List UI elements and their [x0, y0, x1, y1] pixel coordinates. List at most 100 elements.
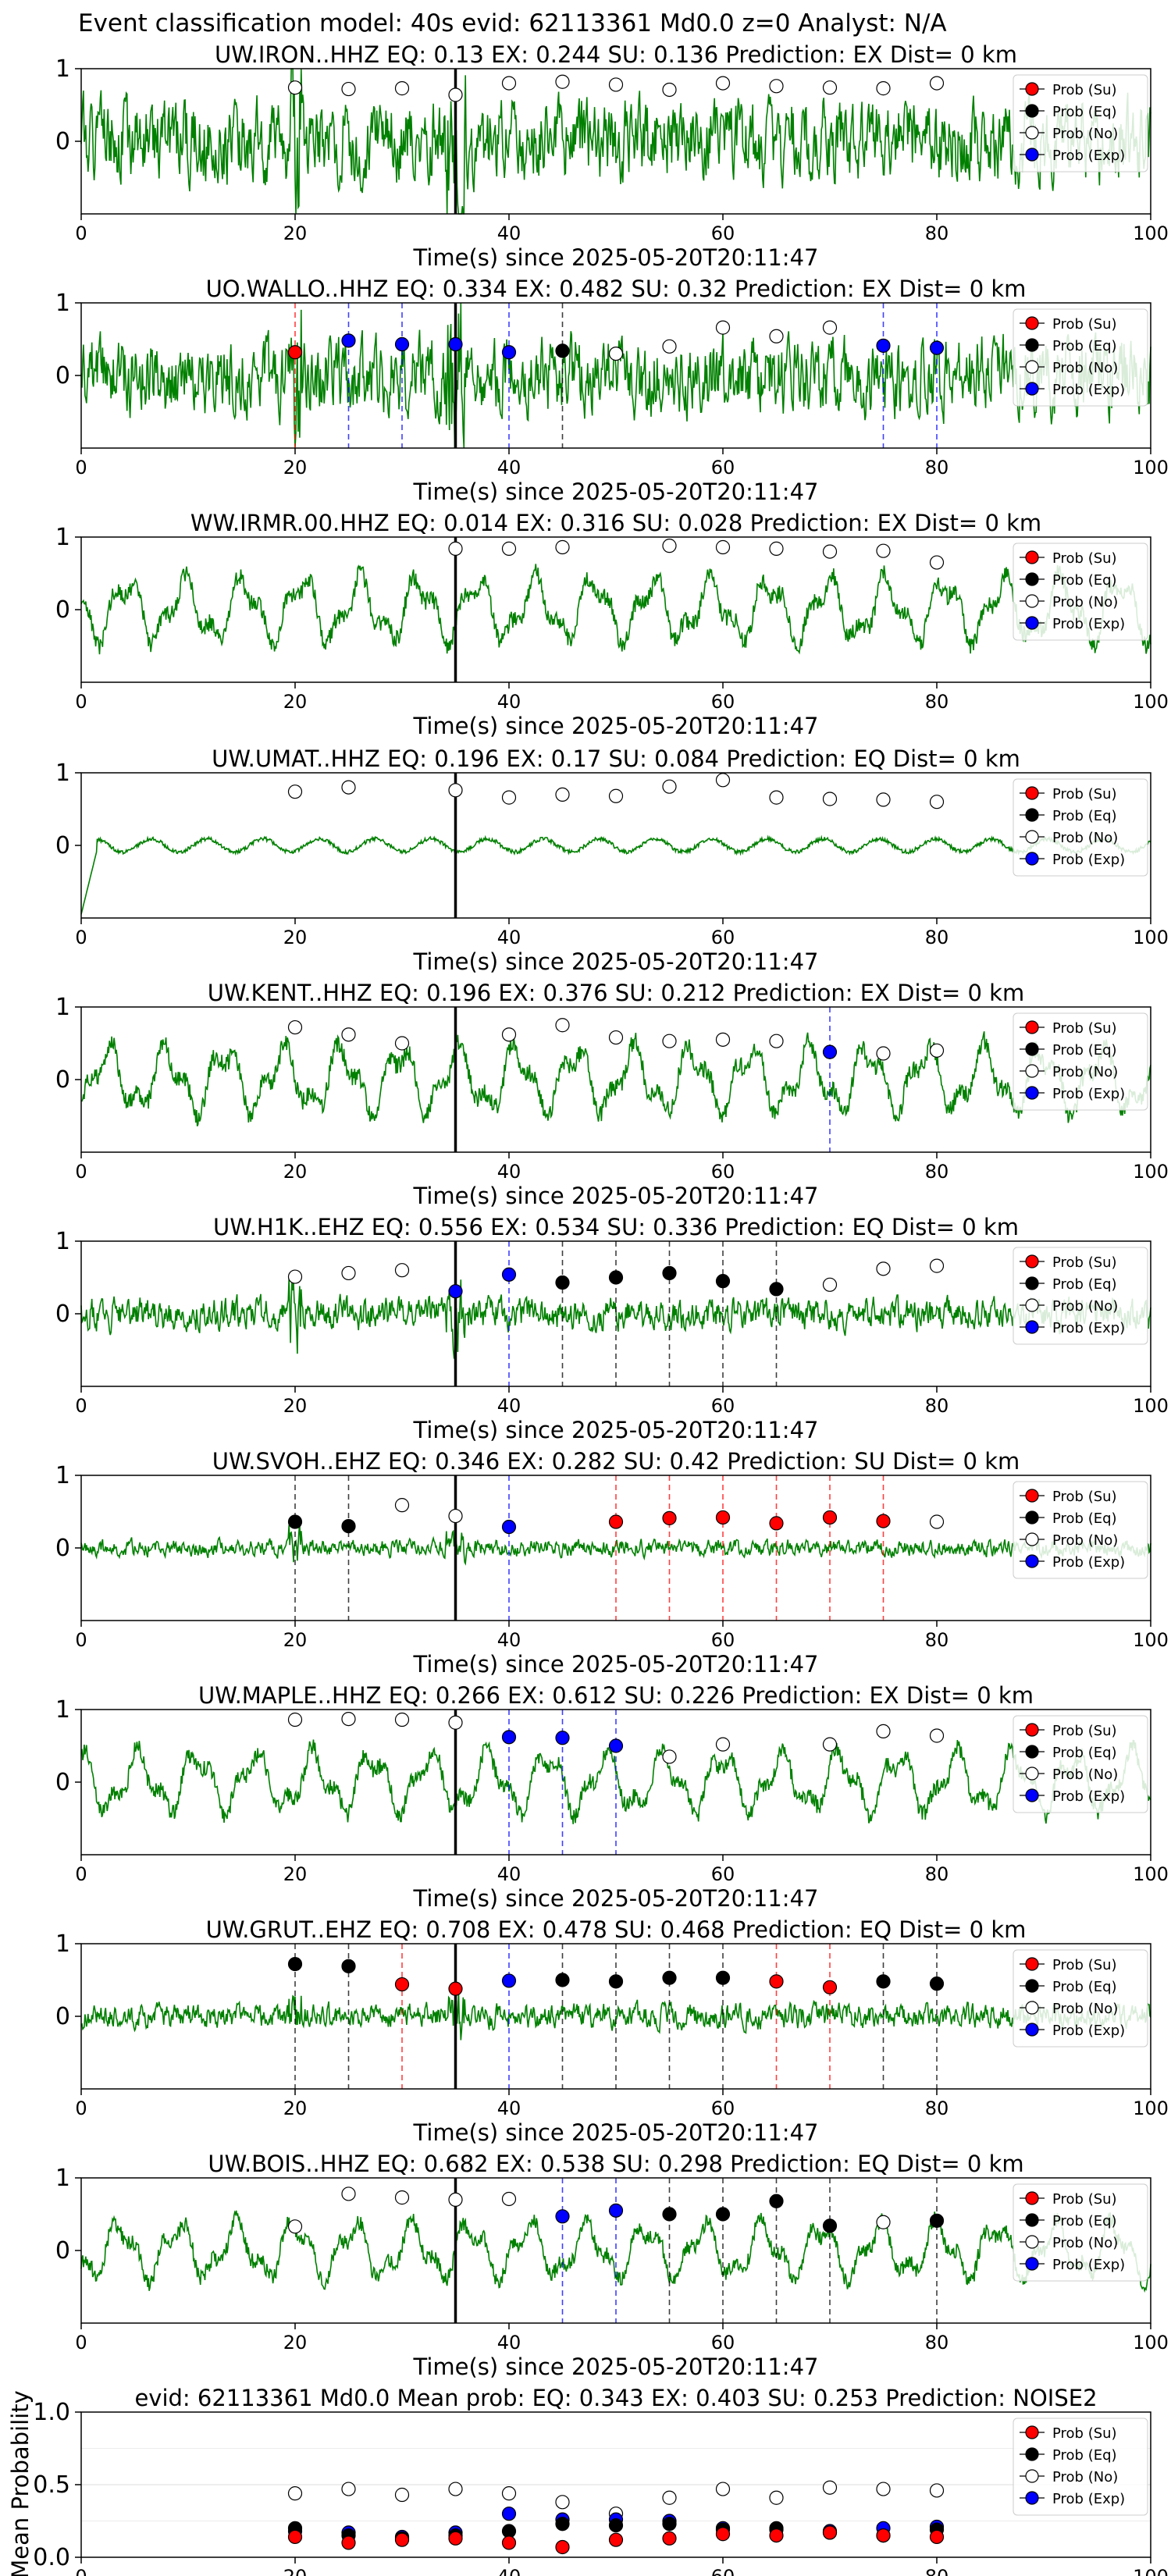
prob-point: [287, 785, 303, 799]
legend-marker: [1025, 852, 1039, 866]
prob-point: [287, 1712, 303, 1727]
waveform-trace: [80, 1991, 1151, 2041]
legend-label: Prob (Eq): [1052, 1510, 1117, 1527]
x-axis-label: Time(s) since 2025-05-20T20:11:47: [413, 1417, 819, 1443]
prob-point: [555, 2209, 570, 2224]
x-tick-label: 0: [75, 2332, 87, 2354]
legend-box: [1013, 1949, 1148, 2048]
legend-marker: [1025, 1254, 1039, 1268]
legend-label: Prob (Exp): [1052, 1086, 1125, 1102]
prob-point: [662, 539, 677, 553]
y-tick-label: 0.0: [33, 2544, 70, 2571]
prob-point: [929, 1258, 945, 1273]
legend-label: Prob (Eq): [1052, 338, 1117, 354]
prob-point: [555, 2495, 570, 2510]
prob-point: [287, 1019, 303, 1035]
prob-point: [501, 1267, 517, 1282]
x-tick-label: 40: [497, 1863, 521, 1885]
prob-point: [555, 1973, 570, 1987]
x-tick-label: 60: [711, 927, 735, 948]
prob-point: [822, 1980, 838, 1994]
prob-point: [501, 1730, 517, 1745]
prob-point: [822, 792, 838, 806]
prob-point: [287, 1269, 303, 1284]
x-tick-label: 40: [497, 2097, 521, 2119]
x-tick-label: 60: [711, 691, 735, 713]
legend-marker: [1025, 2425, 1039, 2439]
x-tick-label: 80: [925, 457, 949, 479]
prob-point: [448, 1981, 463, 1996]
y-tick-label: 1: [55, 290, 70, 317]
prob-point: [769, 1282, 784, 1297]
prob-point: [662, 339, 677, 354]
legend-box: [1013, 308, 1148, 407]
x-tick-label: 100: [1133, 2332, 1169, 2354]
prob-point: [448, 783, 463, 798]
prob-point: [555, 74, 570, 89]
legend-marker: [1025, 1957, 1039, 1971]
panel-1: UW.IRON..HHZ EQ: 0.13 EX: 0.244 SU: 0.13…: [55, 41, 1169, 271]
prob-point: [769, 79, 784, 94]
panel-3: WW.IRMR.00.HHZ EQ: 0.014 EX: 0.316 SU: 0…: [55, 510, 1169, 739]
x-tick-label: 60: [711, 1161, 735, 1183]
panel-title: UW.KENT..HHZ EQ: 0.196 EX: 0.376 SU: 0.2…: [208, 980, 1024, 1006]
legend-marker: [1025, 2257, 1039, 2271]
y-tick-label: 1: [55, 524, 70, 551]
y-tick-label: 0: [55, 1535, 70, 1562]
legend-box: [1013, 1247, 1148, 1345]
legend-marker: [1025, 1276, 1039, 1290]
x-tick-label: 60: [711, 1395, 735, 1417]
legend-marker: [1025, 2235, 1039, 2249]
panel-title: UW.UMAT..HHZ EQ: 0.196 EX: 0.17 SU: 0.08…: [212, 745, 1020, 772]
legend-label: Prob (Su): [1052, 1489, 1117, 1505]
legend-label: Prob (Su): [1052, 82, 1117, 98]
prob-point: [769, 790, 784, 805]
prob-point: [929, 340, 945, 355]
legend-marker: [1025, 316, 1039, 330]
legend-label: Prob (No): [1052, 594, 1118, 610]
x-tick-label: 60: [711, 1863, 735, 1885]
legend-marker: [1025, 1979, 1039, 1993]
prob-point: [608, 1514, 624, 1529]
x-tick-label: 60: [711, 2566, 735, 2576]
waveform-trace: [80, 2210, 1151, 2293]
prob-point: [608, 1030, 624, 1045]
legend-marker: [1025, 550, 1039, 564]
prob-point: [876, 338, 891, 353]
legend-label: Prob (Su): [1052, 1723, 1117, 1739]
legend-label: Prob (Exp): [1052, 852, 1125, 868]
prob-point: [769, 2194, 784, 2208]
prob-point: [608, 2532, 624, 2547]
y-tick-label: 0: [55, 1066, 70, 1094]
prob-point: [501, 76, 517, 91]
prob-point: [501, 2507, 517, 2521]
prob-point: [287, 80, 303, 95]
y-tick-label: 1: [55, 760, 70, 787]
prob-point: [662, 1265, 677, 1281]
prob-point: [876, 1974, 891, 1989]
prob-point: [287, 345, 303, 360]
x-tick-label: 80: [925, 691, 949, 713]
panel-8: UW.MAPLE..HHZ EQ: 0.266 EX: 0.612 SU: 0.…: [55, 1682, 1169, 1912]
legend-label: Prob (Su): [1052, 1254, 1117, 1271]
prob-point: [662, 779, 677, 794]
legend-label: Prob (Exp): [1052, 616, 1125, 632]
prob-point: [769, 2490, 784, 2505]
prob-point: [501, 345, 517, 360]
legend-label: Prob (No): [1052, 1767, 1118, 1783]
legend-label: Prob (No): [1052, 2469, 1118, 2485]
prob-point: [715, 1032, 731, 1047]
legend-label: Prob (Su): [1052, 2191, 1117, 2208]
y-tick-label: 0: [55, 596, 70, 624]
legend-marker: [1025, 616, 1039, 630]
prob-point: [501, 1519, 517, 1535]
legend-marker: [1025, 808, 1039, 822]
panel-10: UW.BOIS..HHZ EQ: 0.682 EX: 0.538 SU: 0.2…: [55, 2151, 1169, 2380]
figure-title: Event classification model: 40s evid: 62…: [78, 9, 947, 37]
legend-label: Prob (Su): [1052, 786, 1117, 802]
legend-label: Prob (No): [1052, 830, 1118, 846]
prob-point: [555, 1018, 570, 1033]
panel-9: UW.GRUT..EHZ EQ: 0.708 EX: 0.478 SU: 0.4…: [55, 1916, 1169, 2146]
legend-marker: [1025, 360, 1039, 374]
prob-point: [555, 1275, 570, 1290]
